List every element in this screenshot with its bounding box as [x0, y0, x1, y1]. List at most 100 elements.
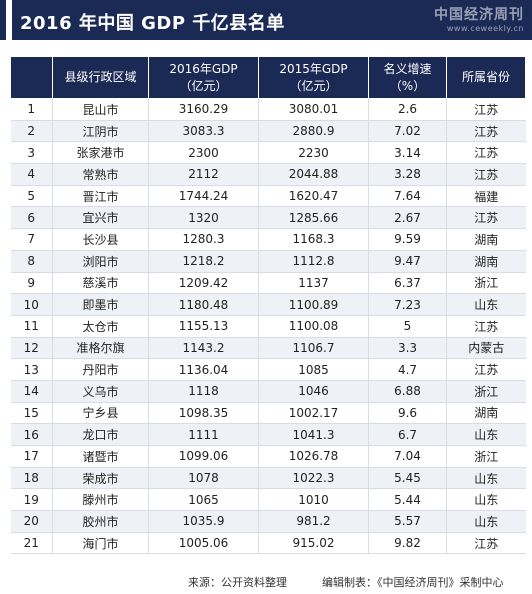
cell-growth: 9.6	[368, 402, 447, 425]
logo-cn: 中国经济周刊	[434, 7, 524, 23]
cell-growth: 9.47	[368, 250, 447, 273]
cell-province: 湖南	[446, 250, 526, 273]
footer: 来源：公开资料整理 编辑制表：《中国经济周刊》采制中心	[0, 569, 532, 594]
table-row: 7 长沙县 1280.3 1168.3 9.59 湖南	[10, 228, 526, 251]
cell-growth: 2.6	[368, 98, 447, 121]
cell-gdp2015: 915.02	[258, 532, 369, 555]
cell-county: 胶州市	[52, 510, 149, 533]
table-row: 5 晋江市 1744.24 1620.47 7.64 福建	[10, 185, 526, 208]
table-row: 19 滕州市 1065 1010 5.44 山东	[10, 488, 526, 512]
cell-gdp2016: 1099.06	[148, 445, 259, 468]
cell-rank: 2	[10, 120, 53, 143]
cell-province: 江苏	[446, 532, 526, 555]
cell-county: 海门市	[52, 532, 149, 555]
cell-province: 福建	[446, 185, 526, 208]
cell-county: 太仓市	[52, 315, 149, 338]
cell-county: 龙口市	[52, 423, 149, 446]
cell-growth: 3.28	[368, 163, 447, 186]
cell-rank: 7	[10, 228, 53, 251]
publisher-logo: 中国经济周刊 www.ceweekly.cn	[434, 4, 524, 33]
cell-gdp2015: 1285.66	[258, 206, 369, 230]
cell-county: 常熟市	[52, 163, 149, 186]
cell-growth: 6.88	[368, 380, 447, 403]
cell-province: 山东	[446, 423, 526, 446]
cell-province: 江苏	[446, 206, 526, 230]
table-row: 9 慈溪市 1209.42 1137 6.37 浙江	[10, 272, 526, 295]
cell-gdp2016: 2300	[148, 141, 259, 165]
header-province: 所属省份	[446, 56, 526, 99]
cell-gdp2015: 1002.17	[258, 402, 369, 425]
cell-gdp2015: 1106.7	[258, 337, 369, 360]
cell-growth: 9.59	[368, 228, 447, 251]
cell-rank: 8	[10, 250, 53, 273]
cell-gdp2015: 1022.3	[258, 467, 369, 490]
cell-county: 即墨市	[52, 293, 149, 316]
table-row: 13 丹阳市 1136.04 1085 4.7 江苏	[10, 358, 526, 381]
cell-province: 浙江	[446, 380, 526, 403]
logo-en: www.ceweekly.cn	[446, 24, 524, 33]
table-body: 1 昆山市 3160.29 3080.01 2.6 江苏 2 江阴市 3083.3 2880.9 7…	[10, 98, 526, 555]
cell-county: 义乌市	[52, 380, 149, 403]
cell-growth: 5	[368, 315, 447, 338]
cell-rank: 10	[10, 293, 53, 316]
cell-gdp2016: 3160.29	[148, 98, 259, 121]
cell-gdp2016: 3083.3	[148, 120, 259, 143]
cell-gdp2015: 1010	[258, 488, 369, 512]
cell-county: 宁乡县	[52, 402, 149, 425]
cell-gdp2016: 1143.2	[148, 337, 259, 360]
cell-gdp2016: 1209.42	[148, 272, 259, 295]
cell-county: 张家港市	[52, 141, 149, 165]
title-bar: 2016 年中国 GDP 千亿县名单 中国经济周刊 www.ceweekly.c…	[0, 0, 532, 40]
cell-rank: 17	[10, 445, 53, 468]
cell-gdp2015: 1137	[258, 272, 369, 295]
cell-growth: 7.02	[368, 120, 447, 143]
cell-growth: 5.45	[368, 467, 447, 490]
cell-rank: 19	[10, 488, 53, 512]
header-growth: 名义增速 （%）	[368, 56, 447, 99]
cell-gdp2015: 1112.8	[258, 250, 369, 273]
gdp-table: 县级行政区域 2016年GDP （亿元） 2015年GDP （亿元） 名义增速 …	[10, 56, 526, 555]
table-row: 6 宜兴市 1320 1285.66 2.67 江苏	[10, 206, 526, 230]
cell-gdp2016: 1744.24	[148, 185, 259, 208]
cell-gdp2016: 2112	[148, 163, 259, 186]
header-county: 县级行政区域	[52, 56, 149, 99]
cell-gdp2016: 1218.2	[148, 250, 259, 273]
cell-growth: 7.04	[368, 445, 447, 468]
cell-rank: 14	[10, 380, 53, 403]
cell-province: 江苏	[446, 120, 526, 143]
cell-growth: 9.82	[368, 532, 447, 555]
cell-gdp2015: 1046	[258, 380, 369, 403]
table-header-row: 县级行政区域 2016年GDP （亿元） 2015年GDP （亿元） 名义增速 …	[10, 56, 526, 99]
header-rank	[10, 56, 53, 99]
cell-province: 山东	[446, 488, 526, 512]
cell-gdp2016: 1098.35	[148, 402, 259, 425]
table-row: 10 即墨市 1180.48 1100.89 7.23 山东	[10, 293, 526, 316]
table-row: 12 准格尔旗 1143.2 1106.7 3.3 内蒙古	[10, 337, 526, 360]
cell-province: 江苏	[446, 141, 526, 165]
cell-county: 诸暨市	[52, 445, 149, 468]
cell-rank: 3	[10, 141, 53, 165]
cell-growth: 6.7	[368, 423, 447, 446]
cell-growth: 5.57	[368, 510, 447, 533]
table-row: 16 龙口市 1111 1041.3 6.7 山东	[10, 423, 526, 446]
cell-rank: 16	[10, 423, 53, 446]
cell-province: 江苏	[446, 163, 526, 186]
cell-gdp2015: 1085	[258, 358, 369, 381]
cell-gdp2015: 2880.9	[258, 120, 369, 143]
cell-province: 内蒙古	[446, 337, 526, 360]
table-row: 4 常熟市 2112 2044.88 3.28 江苏	[10, 163, 526, 186]
cell-gdp2015: 2044.88	[258, 163, 369, 186]
cell-county: 长沙县	[52, 228, 149, 251]
table-row: 1 昆山市 3160.29 3080.01 2.6 江苏	[10, 98, 526, 121]
cell-county: 晋江市	[52, 185, 149, 208]
cell-gdp2016: 1320	[148, 206, 259, 230]
cell-province: 湖南	[446, 228, 526, 251]
cell-province: 湖南	[446, 402, 526, 425]
cell-gdp2015: 1620.47	[258, 185, 369, 208]
cell-rank: 13	[10, 358, 53, 381]
cell-rank: 11	[10, 315, 53, 338]
cell-gdp2016: 1065	[148, 488, 259, 512]
cell-county: 荣成市	[52, 467, 149, 490]
cell-province: 山东	[446, 467, 526, 490]
